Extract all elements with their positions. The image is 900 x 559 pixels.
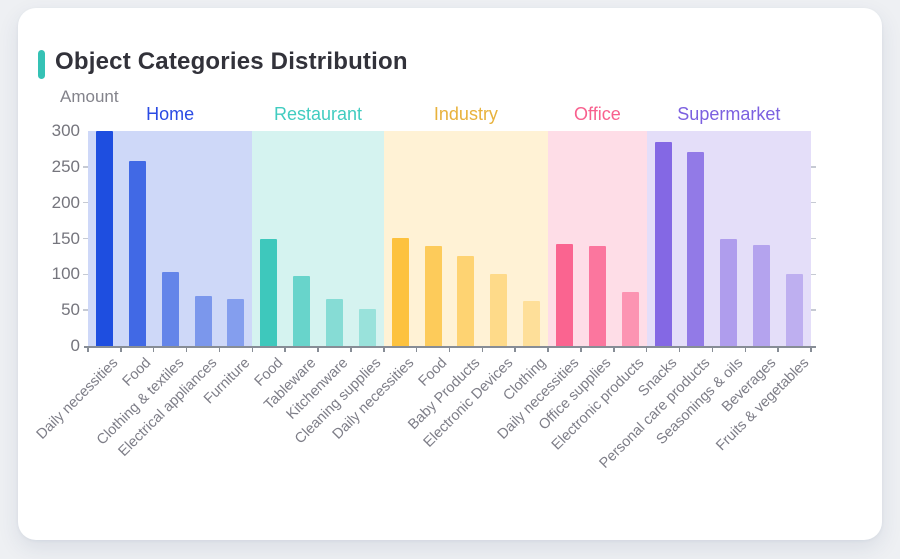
x-axis-tick bbox=[645, 346, 648, 352]
bar-electrical-appliances[interactable] bbox=[194, 295, 212, 346]
bar-food[interactable] bbox=[128, 161, 146, 346]
y-axis-tick-left bbox=[83, 166, 88, 168]
x-axis-tick bbox=[415, 346, 418, 352]
y-axis-tick-right bbox=[811, 201, 816, 204]
x-axis-tick bbox=[218, 346, 221, 352]
bar-electronic-devices[interactable] bbox=[490, 274, 508, 346]
x-axis-tick bbox=[383, 346, 385, 352]
bar-daily-necessities[interactable] bbox=[556, 243, 574, 346]
x-axis-tick bbox=[613, 346, 615, 352]
bar-tableware[interactable] bbox=[293, 276, 311, 346]
x-axis-tick bbox=[481, 346, 484, 352]
bar-food[interactable] bbox=[424, 246, 442, 346]
group-label-supermarket: Supermarket bbox=[677, 104, 781, 124]
x-axis-tick bbox=[251, 346, 254, 352]
y-axis-tick-label: 50 bbox=[61, 300, 80, 320]
title-accent-bar bbox=[38, 50, 45, 79]
bar-personal-care-products[interactable] bbox=[687, 151, 705, 346]
y-axis-tick-right bbox=[811, 237, 816, 240]
group-label-home: Home bbox=[146, 104, 195, 124]
x-axis-tick bbox=[350, 346, 352, 352]
bar-kitchenware[interactable] bbox=[325, 299, 343, 346]
bar-baby-products[interactable] bbox=[457, 255, 475, 346]
bar-furniture[interactable] bbox=[227, 299, 245, 346]
y-axis-tick-label: 250 bbox=[51, 156, 80, 176]
bar-beverages[interactable] bbox=[753, 244, 771, 346]
group-label-office: Office bbox=[574, 104, 621, 124]
bar-clothing[interactable] bbox=[523, 300, 541, 346]
bar-clothing-textiles[interactable] bbox=[161, 272, 179, 346]
x-axis-tick bbox=[152, 346, 155, 352]
x-axis-tick bbox=[120, 346, 122, 352]
bar-cleaning-supplies[interactable] bbox=[358, 309, 376, 346]
y-axis-tick-right bbox=[811, 166, 816, 168]
x-axis-tick bbox=[547, 346, 549, 352]
y-axis-tick-left bbox=[83, 201, 88, 204]
y-axis-name: Amount bbox=[60, 87, 119, 106]
bar-seasonings-oils[interactable] bbox=[720, 239, 738, 346]
y-axis-tick-left bbox=[83, 237, 88, 240]
x-axis-tick bbox=[777, 346, 779, 352]
y-axis-tick-label: 300 bbox=[51, 121, 80, 140]
y-axis-tick-label: 200 bbox=[51, 192, 80, 212]
x-axis-tick bbox=[810, 346, 812, 352]
bar-snacks[interactable] bbox=[654, 141, 672, 346]
x-axis-tick bbox=[448, 346, 451, 352]
y-axis-tick-label: 150 bbox=[51, 228, 80, 248]
bar-daily-necessities[interactable] bbox=[95, 131, 113, 346]
y-axis-tick-right bbox=[811, 273, 816, 276]
y-axis-tick-right bbox=[811, 309, 816, 311]
x-axis-tick bbox=[317, 346, 319, 352]
x-axis-tick bbox=[580, 346, 582, 352]
y-axis-tick-label: 100 bbox=[51, 264, 80, 284]
chart-plot-area: 0 50 100 150 200 250 300 Home Daily necessities F… bbox=[18, 8, 882, 540]
x-axis-tick bbox=[284, 346, 286, 352]
y-axis-tick-left bbox=[83, 273, 88, 276]
bar-food[interactable] bbox=[260, 239, 278, 346]
chart-card: Object Categories Distribution Amount 0 5… bbox=[18, 8, 882, 540]
bar-electronic-products[interactable] bbox=[621, 292, 639, 346]
x-axis-tick bbox=[744, 346, 747, 352]
bar-office-supplies[interactable] bbox=[588, 246, 606, 346]
group-label-restaurant: Restaurant bbox=[274, 104, 363, 124]
bar-fruits-vegetables[interactable] bbox=[786, 273, 804, 346]
x-axis-tick bbox=[711, 346, 714, 352]
x-axis-tick bbox=[185, 346, 188, 352]
x-axis-tick bbox=[87, 346, 89, 352]
x-axis-tick bbox=[678, 346, 681, 352]
x-axis-line bbox=[84, 346, 816, 348]
x-axis-tick bbox=[514, 346, 516, 352]
bar-daily-necessities[interactable] bbox=[391, 237, 409, 346]
chart-title: Object Categories Distribution bbox=[55, 48, 408, 75]
group-label-industry: Industry bbox=[433, 104, 498, 124]
y-axis-tick-left bbox=[83, 309, 88, 311]
y-axis-tick-label: 0 bbox=[70, 336, 80, 355]
